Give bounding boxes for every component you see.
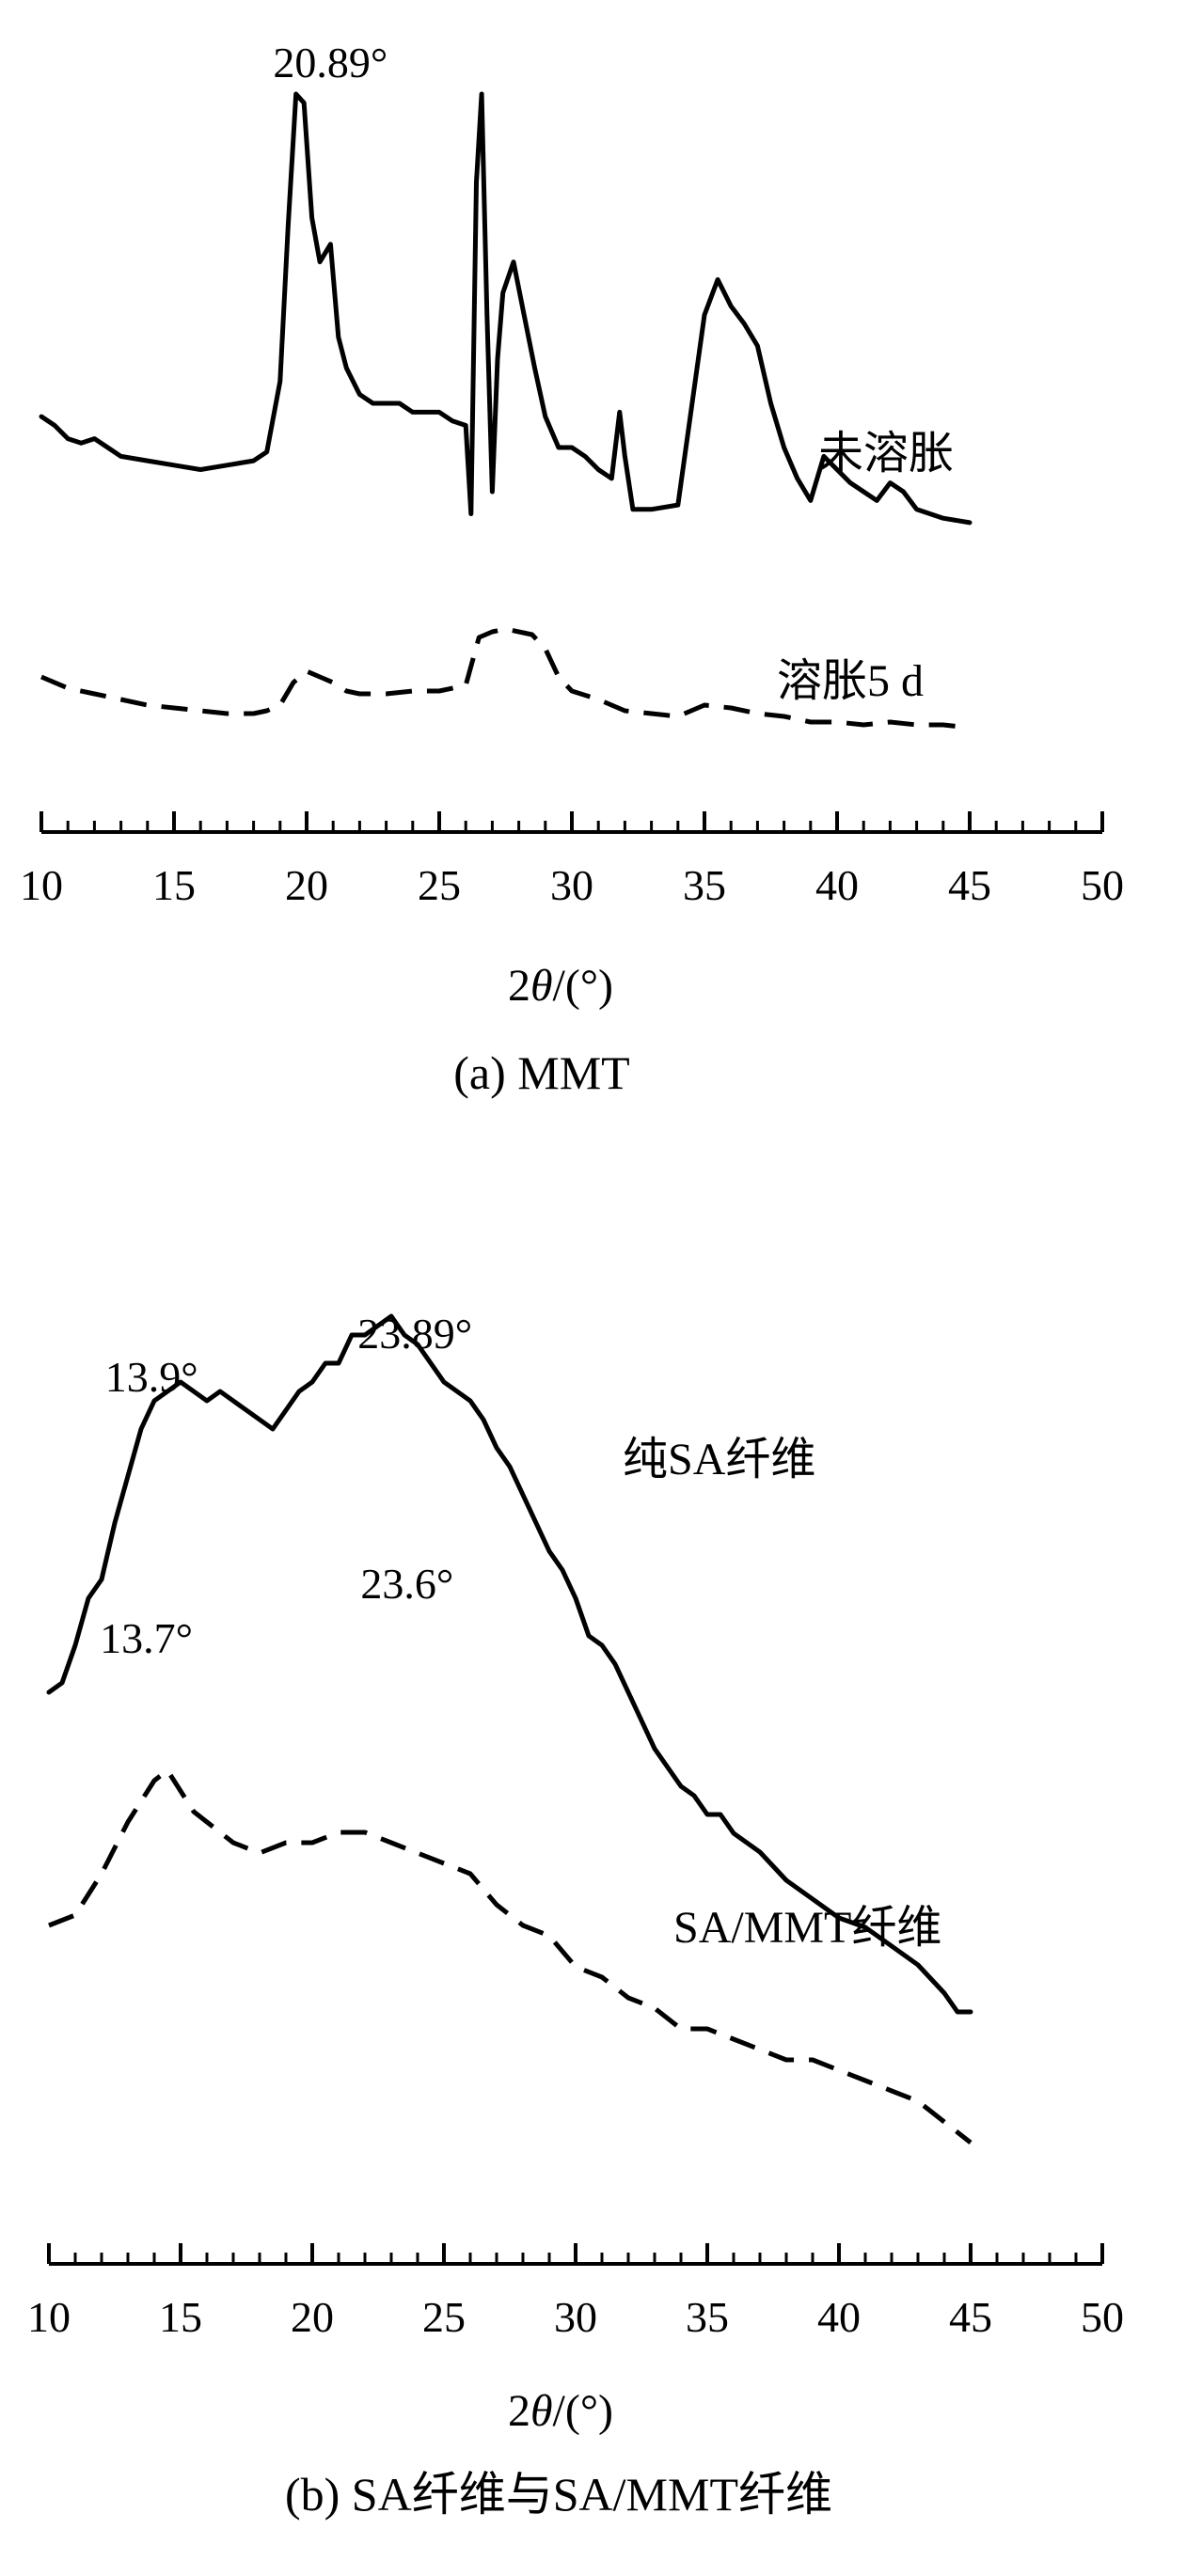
x-axis-title-a: 2θ/(°) [508, 961, 613, 1011]
x-tick-label: 30 [554, 2293, 597, 2341]
x-tick-label: 10 [27, 2293, 71, 2341]
chart-b: 纯SA纤维 SA/MMT纤维 13.9° 23.89° 13.7° 23.6° 10 15… [27, 1310, 1124, 2521]
series-line-2 [40, 626, 971, 730]
x-axis-title-b: 2θ/(°) [508, 2386, 613, 2436]
x-tick-label: 25 [422, 2293, 466, 2341]
peak-annotation: 13.7° [100, 1614, 193, 1662]
peak-annotation: 23.89° [357, 1310, 472, 1358]
x-tick-label: 15 [159, 2293, 202, 2341]
x-tick-label: 10 [20, 861, 63, 909]
caption-b: (b) SA纤维与SA/MMT纤维 [285, 2468, 832, 2521]
x-tick-label: 35 [683, 861, 726, 909]
x-tick-label: 40 [815, 861, 859, 909]
x-tick-label: 30 [550, 861, 593, 909]
annotations-a: 20.89° [273, 39, 387, 86]
series-line-1 [46, 1313, 973, 2015]
peak-annotation: 13.9° [105, 1353, 198, 1401]
series-labels-b: 纯SA纤维 SA/MMT纤维 [623, 1435, 941, 1953]
series-label-2: SA/MMT纤维 [673, 1903, 941, 1953]
series-line-1 [39, 91, 973, 526]
curves-b [46, 1313, 973, 2144]
peak-annotation: 20.89° [273, 39, 387, 86]
x-tick-label: 15 [152, 861, 196, 909]
x-tick-label: 35 [686, 2293, 729, 2341]
x-axis-b: 10 15 20 25 30 35 40 45 50 [27, 2243, 1124, 2341]
x-tick-label: 25 [418, 861, 461, 909]
peak-annotation: 23.6° [360, 1560, 453, 1608]
series-label-1: 纯SA纤维 [623, 1435, 815, 1484]
x-tick-label: 45 [948, 861, 991, 909]
caption-a: (a) MMT [453, 1046, 629, 1099]
x-tick-label: 45 [949, 2293, 992, 2341]
x-tick-label: 50 [1081, 2293, 1124, 2341]
x-tick-label: 20 [285, 861, 328, 909]
curves-a [39, 91, 973, 730]
series-label-2: 溶胀5 d [777, 656, 924, 706]
x-tick-label: 20 [291, 2293, 334, 2341]
series-line-2 [48, 1767, 973, 2144]
series-label-1: 未溶胀 [818, 429, 954, 479]
x-tick-label: 40 [817, 2293, 861, 2341]
x-axis-a: 10 15 20 25 30 35 40 45 50 [20, 811, 1124, 909]
annotations-b: 13.9° 23.89° 13.7° 23.6° [100, 1310, 472, 1662]
x-tick-label: 50 [1081, 861, 1124, 909]
